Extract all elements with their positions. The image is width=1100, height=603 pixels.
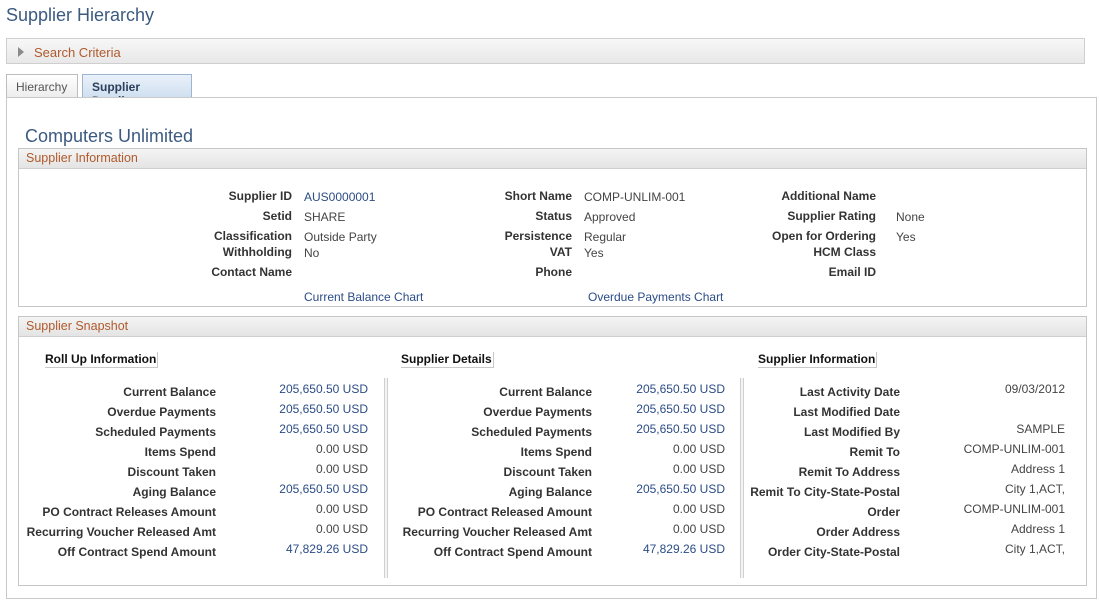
persistence-label: Persistence bbox=[504, 229, 572, 243]
page-title: Supplier Hierarchy bbox=[6, 5, 155, 25]
open-for-ordering-value: Yes bbox=[896, 230, 916, 244]
search-criteria-collapsible[interactable]: Search Criteria bbox=[6, 38, 1085, 64]
rollup-row-value: 0.00 USD bbox=[315, 462, 368, 476]
details-row-value: 0.00 USD bbox=[672, 522, 725, 536]
tab-hierarchy[interactable]: Hierarchy bbox=[6, 74, 78, 98]
classification-value: Outside Party bbox=[304, 230, 377, 244]
short-name-value: COMP-UNLIM-001 bbox=[584, 190, 686, 204]
info-row-value: SAMPLE bbox=[1016, 422, 1065, 436]
phone-label: Phone bbox=[535, 265, 572, 279]
details-row-value-link[interactable]: 205,650.50 USD bbox=[636, 482, 725, 496]
rollup-row-value: 0.00 USD bbox=[315, 502, 368, 516]
current-balance-chart-link[interactable]: Current Balance Chart bbox=[304, 290, 424, 304]
supplier-rating-value: None bbox=[896, 210, 925, 224]
overdue-payments-chart-link[interactable]: Overdue Payments Chart bbox=[588, 290, 724, 304]
supplier-rating-label: Supplier Rating bbox=[787, 209, 876, 223]
status-value: Approved bbox=[584, 210, 636, 224]
vat-value: Yes bbox=[584, 246, 604, 260]
rollup-row-value-link[interactable]: 47,829.26 USD bbox=[285, 542, 368, 556]
details-row-value: 0.00 USD bbox=[672, 442, 725, 456]
vat-label: VAT bbox=[549, 245, 572, 259]
supplier-details-panel bbox=[6, 97, 1097, 599]
short-name-label: Short Name bbox=[504, 189, 572, 203]
details-row-value: 0.00 USD bbox=[672, 502, 725, 516]
info-row-value: City 1,ACT, bbox=[1004, 482, 1065, 496]
details-row-label: Overdue Payments bbox=[483, 405, 592, 419]
details-row-label: Off Contract Spend Amount bbox=[433, 545, 592, 559]
details-row-label: Items Spend bbox=[520, 445, 592, 459]
supplier-id-link[interactable]: AUS0000001 bbox=[304, 190, 376, 204]
rollup-row-value: 0.00 USD bbox=[315, 442, 368, 456]
expand-triangle-icon[interactable] bbox=[18, 47, 24, 57]
details-row-value-link[interactable]: 205,650.50 USD bbox=[636, 382, 725, 396]
contact-name-label: Contact Name bbox=[211, 265, 292, 279]
rollup-row-value-link[interactable]: 205,650.50 USD bbox=[279, 402, 368, 416]
info-row-label: Remit To Address bbox=[798, 465, 900, 479]
details-row-label: PO Contract Released Amount bbox=[417, 505, 592, 519]
tab-supplier-details[interactable]: Supplier Details bbox=[82, 74, 192, 108]
details-row-label: Recurring Voucher Released Amt bbox=[402, 525, 592, 539]
additional-name-label: Additional Name bbox=[781, 189, 876, 203]
info-row-label: Order bbox=[867, 505, 900, 519]
rollup-information-heading: Roll Up Information bbox=[45, 352, 159, 368]
column-divider bbox=[384, 378, 388, 578]
info-row-value: City 1,ACT, bbox=[1004, 542, 1065, 556]
info-row-value: 09/03/2012 bbox=[1004, 382, 1065, 396]
rollup-row-label: Off Contract Spend Amount bbox=[57, 545, 216, 559]
info-row-label: Remit To City-State-Postal bbox=[750, 485, 900, 499]
details-row-label: Current Balance bbox=[499, 385, 592, 399]
supplier-information-heading: Supplier Information bbox=[19, 149, 1086, 169]
details-row-label: Aging Balance bbox=[508, 485, 592, 499]
supplier-details-heading: Supplier Details bbox=[401, 352, 494, 368]
rollup-row-label: Overdue Payments bbox=[107, 405, 216, 419]
rollup-row-value-link[interactable]: 205,650.50 USD bbox=[279, 382, 368, 396]
info-row-label: Order Address bbox=[816, 525, 900, 539]
info-row-label: Remit To bbox=[849, 445, 900, 459]
hcm-class-label: HCM Class bbox=[813, 245, 876, 259]
details-row-value: 0.00 USD bbox=[672, 462, 725, 476]
rollup-row-label: Discount Taken bbox=[127, 465, 216, 479]
details-row-value-link[interactable]: 205,650.50 USD bbox=[636, 422, 725, 436]
rollup-row-value-link[interactable]: 205,650.50 USD bbox=[279, 422, 368, 436]
details-row-value-link[interactable]: 205,650.50 USD bbox=[636, 402, 725, 416]
supplier-id-label: Supplier ID bbox=[228, 189, 292, 203]
supplier-name: Computers Unlimited bbox=[25, 126, 194, 146]
info-row-label: Order City-State-Postal bbox=[767, 545, 900, 559]
email-id-label: Email ID bbox=[828, 265, 876, 279]
details-row-label: Scheduled Payments bbox=[471, 425, 592, 439]
search-criteria-label[interactable]: Search Criteria bbox=[34, 45, 121, 60]
info-row-label: Last Modified By bbox=[803, 425, 900, 439]
status-label: Status bbox=[535, 209, 572, 223]
rollup-row-label: Items Spend bbox=[144, 445, 216, 459]
classification-label: Classification bbox=[213, 229, 292, 243]
supplier-snapshot-section: Supplier Snapshot bbox=[18, 316, 1087, 586]
info-row-label: Last Modified Date bbox=[793, 405, 900, 419]
withholding-value: No bbox=[304, 246, 320, 260]
rollup-row-value: 0.00 USD bbox=[315, 522, 368, 536]
info-row-value: Address 1 bbox=[1010, 522, 1065, 536]
supplier-information-section: Supplier Information bbox=[18, 148, 1087, 307]
details-row-value-link[interactable]: 47,829.26 USD bbox=[642, 542, 725, 556]
rollup-row-value-link[interactable]: 205,650.50 USD bbox=[279, 482, 368, 496]
rollup-row-label: Current Balance bbox=[123, 385, 216, 399]
rollup-row-label: Scheduled Payments bbox=[95, 425, 216, 439]
persistence-value: Regular bbox=[584, 230, 627, 244]
rollup-row-label: Recurring Voucher Released Amt bbox=[26, 525, 216, 539]
rollup-row-label: Aging Balance bbox=[132, 485, 216, 499]
column-divider bbox=[740, 378, 744, 578]
withholding-label: Withholding bbox=[222, 245, 292, 259]
setid-label: Setid bbox=[262, 209, 292, 223]
info-row-value: Address 1 bbox=[1010, 462, 1065, 476]
details-row-label: Discount Taken bbox=[503, 465, 592, 479]
supplier-snapshot-heading: Supplier Snapshot bbox=[19, 317, 1086, 337]
open-for-ordering-label: Open for Ordering bbox=[771, 229, 876, 243]
info-row-value: COMP-UNLIM-001 bbox=[963, 502, 1065, 516]
rollup-row-label: PO Contract Releases Amount bbox=[42, 505, 216, 519]
info-row-label: Last Activity Date bbox=[799, 385, 900, 399]
info-row-value: COMP-UNLIM-001 bbox=[963, 442, 1065, 456]
setid-value: SHARE bbox=[304, 210, 346, 224]
supplier-information-col-heading: Supplier Information bbox=[758, 352, 878, 368]
